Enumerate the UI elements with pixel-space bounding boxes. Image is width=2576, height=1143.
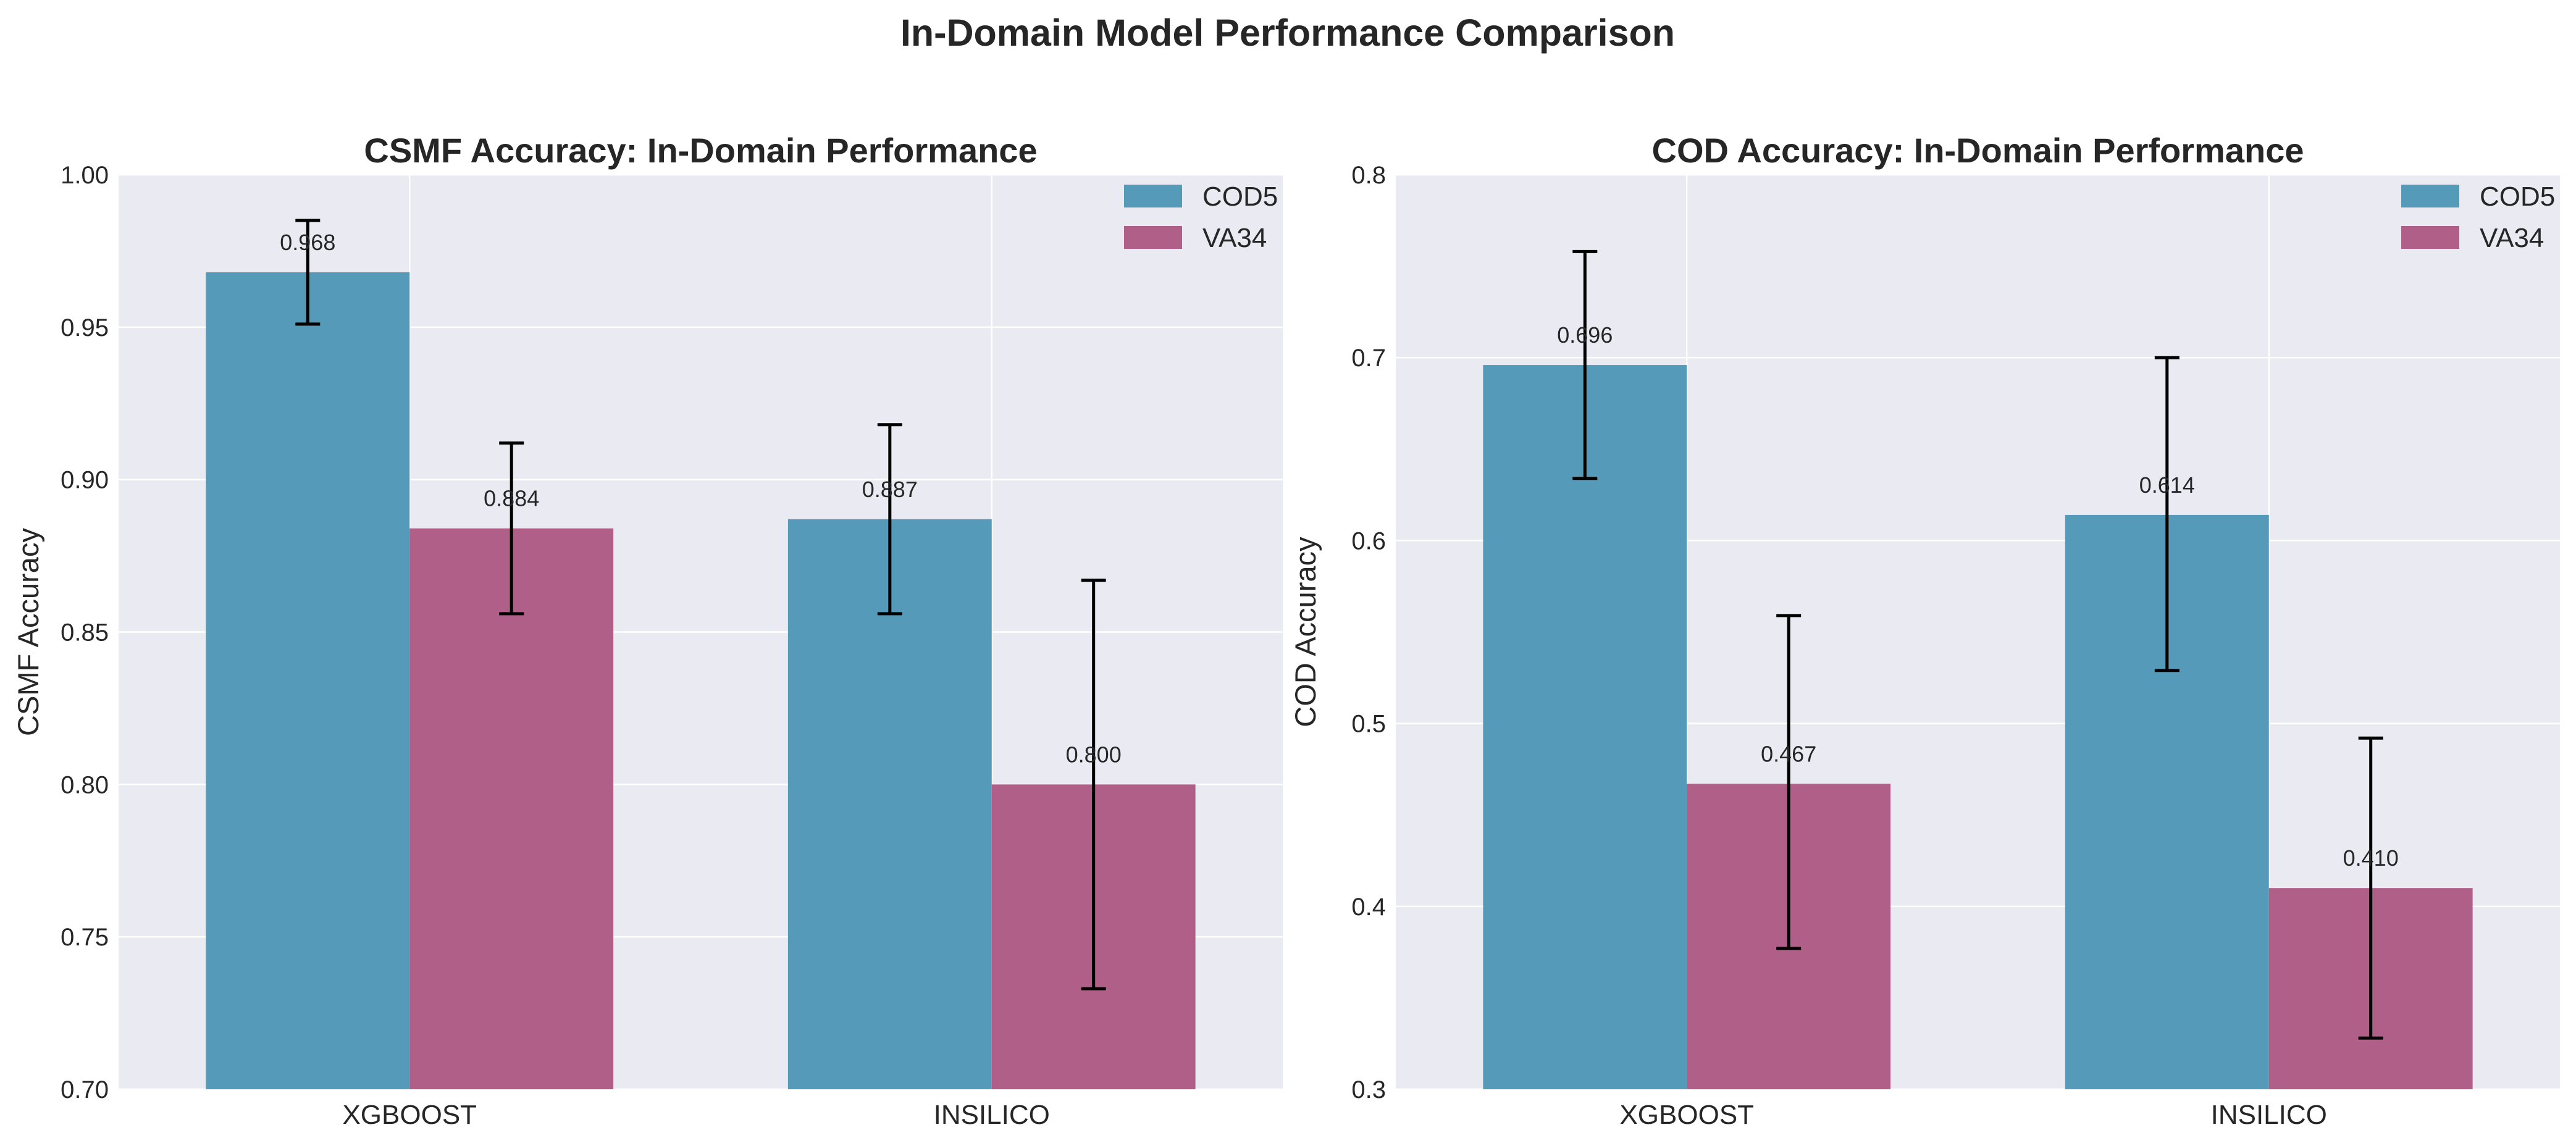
data-label: 0.884 xyxy=(484,486,539,511)
y-tick-label: 0.7 xyxy=(1351,345,1386,372)
legend-swatch-va34 xyxy=(1124,226,1182,249)
y-tick-label: 0.70 xyxy=(61,1076,109,1103)
legend-swatch-va34 xyxy=(2401,226,2459,249)
data-label: 0.410 xyxy=(2343,845,2399,871)
error-bar-va34-insilico xyxy=(2358,736,2383,1040)
bar-cod5-xgboost xyxy=(206,272,410,1089)
chart-title: COD Accuracy: In-Domain Performance xyxy=(1652,131,2304,170)
legend-label-va34: VA34 xyxy=(2480,223,2544,253)
legend: COD5 VA34 xyxy=(2401,182,2555,253)
y-tick-label: 0.4 xyxy=(1351,894,1386,921)
data-label: 0.800 xyxy=(1066,742,1122,767)
data-label: 0.887 xyxy=(862,477,918,502)
figure-title: In-Domain Model Performance Comparison xyxy=(900,12,1675,54)
error-bar-cod5-insilico xyxy=(2154,356,2180,672)
y-tick-label: 0.6 xyxy=(1351,527,1386,555)
data-label: 0.614 xyxy=(2139,472,2195,498)
x-tick-label: XGBOOST xyxy=(342,1100,477,1130)
legend: COD5 VA34 xyxy=(1124,182,1278,253)
legend-swatch-cod5 xyxy=(1124,185,1182,207)
x-tick-label: INSILICO xyxy=(2211,1100,2327,1130)
error-bar-cod5-insilico xyxy=(877,423,902,616)
data-label: 0.968 xyxy=(280,230,335,255)
x-tick-label: XGBOOST xyxy=(1619,1100,1754,1130)
data-label: 0.696 xyxy=(1557,322,1613,348)
error-bar-cod5-xgboost xyxy=(1572,249,1598,480)
y-tick-label: 0.95 xyxy=(61,314,109,341)
error-bar-va34-xgboost xyxy=(1776,614,1802,950)
error-bar-va34-xgboost xyxy=(499,441,524,616)
bar-cod5-xgboost xyxy=(1483,365,1687,1089)
legend-label-cod5: COD5 xyxy=(2480,182,2555,212)
y-axis-label: COD Accuracy xyxy=(1289,537,1322,727)
y-tick-label: 0.8 xyxy=(1351,162,1386,189)
y-tick-label: 0.3 xyxy=(1351,1076,1386,1103)
y-axis-label: CSMF Accuracy xyxy=(12,528,44,736)
data-label: 0.467 xyxy=(1761,741,1816,766)
legend-swatch-cod5 xyxy=(2401,185,2459,207)
y-tick-label: 0.85 xyxy=(61,619,109,647)
legend-label-va34: VA34 xyxy=(1202,223,1267,253)
csmf-accuracy-chart: 0.968 0.887 0.884 0.800 0.70 0.75 0.80 0.85 0.90… xyxy=(12,131,1283,1130)
y-tick-label: 0.5 xyxy=(1351,711,1386,738)
error-bar-cod5-xgboost xyxy=(295,219,321,326)
chart-title: CSMF Accuracy: In-Domain Performance xyxy=(364,131,1037,170)
y-tick-label: 0.90 xyxy=(61,467,109,494)
cod-accuracy-chart: 0.696 0.614 0.467 0.410 0.3 0.4 0.5 0.6 0.7 0.8 XG… xyxy=(1289,131,2560,1130)
error-bar-va34-insilico xyxy=(1081,579,1106,990)
x-tick-label: INSILICO xyxy=(934,1100,1050,1130)
y-tick-label: 1.00 xyxy=(61,162,109,189)
legend-label-cod5: COD5 xyxy=(1202,182,1278,212)
y-tick-label: 0.80 xyxy=(61,771,109,798)
bar-va34-xgboost xyxy=(409,528,614,1089)
y-tick-label: 0.75 xyxy=(61,924,109,951)
